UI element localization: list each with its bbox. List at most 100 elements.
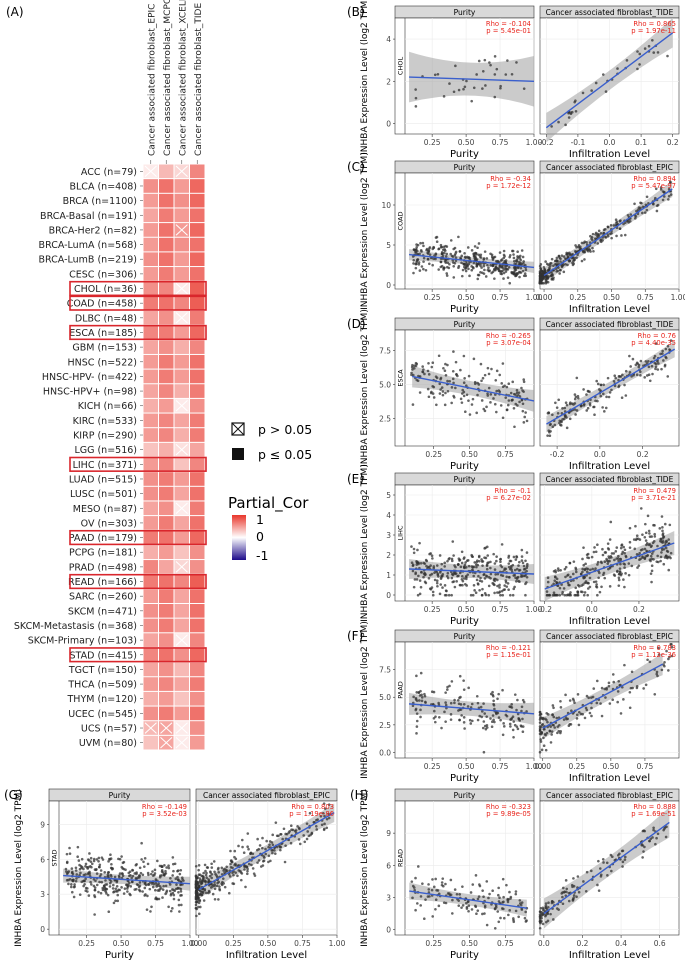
data-point: [437, 247, 441, 250]
data-point: [477, 253, 481, 257]
data-point: [246, 867, 249, 871]
data-point: [213, 887, 217, 891]
heatmap-cell: [190, 735, 205, 750]
data-point: [432, 396, 436, 399]
data-point: [667, 538, 670, 541]
heatmap-row-label: READ (n=166): [68, 577, 137, 588]
data-point: [434, 720, 437, 724]
data-point: [513, 693, 517, 696]
data-point: [131, 874, 135, 878]
facet-title: Cancer associated fibroblast_EPIC: [546, 791, 673, 800]
data-point: [559, 268, 562, 272]
data-point: [657, 560, 660, 564]
heatmap-row-label: DLBC (n=48): [75, 313, 137, 324]
heatmap-cell: [190, 560, 205, 574]
data-point: [479, 264, 482, 267]
data-point: [664, 835, 668, 839]
heatmap-cell: [143, 589, 158, 603]
heatmap-cell: [174, 296, 189, 310]
data-point: [220, 873, 224, 876]
data-point: [636, 67, 639, 71]
data-point: [441, 254, 445, 258]
x-axis-label: Infiltration Level: [569, 304, 650, 315]
data-point: [477, 555, 481, 559]
data-point: [611, 673, 615, 676]
data-point: [574, 110, 578, 113]
nonsig-cross: [144, 722, 157, 734]
y-tick-label: 0: [386, 591, 391, 600]
data-point: [224, 870, 228, 873]
data-point: [462, 87, 465, 91]
data-point: [521, 730, 525, 734]
regression-line: [542, 663, 663, 729]
data-point: [493, 707, 496, 711]
data-point: [561, 891, 564, 894]
data-point: [427, 576, 431, 580]
data-point: [489, 252, 492, 256]
data-point: [498, 590, 502, 594]
data-point: [202, 876, 205, 879]
data-point: [199, 893, 203, 896]
data-point: [572, 884, 576, 888]
data-point: [550, 257, 554, 261]
data-point: [80, 865, 84, 869]
data-point: [522, 262, 525, 265]
data-point: [492, 552, 495, 556]
data-point: [205, 866, 209, 869]
scatter-panel-paad: (F)INHBA Expression Level (log2 TPM) Puri…: [347, 621, 680, 784]
heatmap-cell: [143, 281, 158, 296]
heatmap-cell: [159, 208, 174, 223]
data-point: [239, 878, 243, 882]
data-point: [500, 565, 504, 569]
heatmap-cell: [159, 545, 174, 560]
data-point: [416, 548, 419, 552]
data-point: [661, 198, 665, 202]
heatmap-cell: [143, 501, 158, 516]
data-point: [115, 885, 119, 888]
data-point: [482, 750, 486, 754]
data-point: [467, 399, 470, 402]
data-point: [442, 95, 446, 98]
data-point: [98, 880, 101, 884]
data-point: [513, 568, 517, 572]
x-tick-label: 0.50: [603, 293, 620, 302]
data-point: [494, 265, 498, 269]
data-point: [458, 250, 462, 253]
data-point: [107, 860, 110, 863]
heatmap-cell: [174, 662, 189, 677]
data-point: [619, 546, 623, 550]
regression-line: [63, 874, 191, 885]
p-value-annotation: p = 3.07e-04: [486, 339, 531, 347]
data-point: [524, 582, 527, 586]
data-point: [508, 253, 512, 257]
data-point: [519, 254, 522, 258]
data-point: [289, 824, 293, 828]
data-point: [615, 220, 619, 224]
data-point: [599, 383, 603, 387]
data-point: [508, 281, 512, 285]
data-point: [87, 894, 91, 897]
data-point: [610, 388, 613, 392]
p-value-annotation: p = 1.19e-86: [289, 810, 334, 818]
data-point: [642, 687, 645, 690]
data-point: [431, 590, 435, 594]
data-point: [415, 712, 419, 715]
data-point: [652, 202, 655, 206]
data-point: [98, 875, 102, 878]
heatmap-cell: [159, 413, 174, 428]
x-tick-label: 0.2: [577, 939, 589, 948]
data-point: [655, 342, 658, 345]
data-point: [264, 852, 268, 856]
data-point: [457, 88, 461, 92]
highlight-box: [69, 647, 207, 663]
data-point: [76, 855, 79, 858]
data-point: [315, 828, 319, 831]
data-point: [522, 421, 526, 424]
heatmap-cell: [190, 706, 205, 721]
data-point: [609, 232, 612, 236]
data-point: [574, 566, 577, 570]
data-point: [410, 880, 414, 883]
data-point: [415, 578, 419, 581]
data-point: [564, 575, 567, 579]
data-point: [550, 278, 554, 281]
